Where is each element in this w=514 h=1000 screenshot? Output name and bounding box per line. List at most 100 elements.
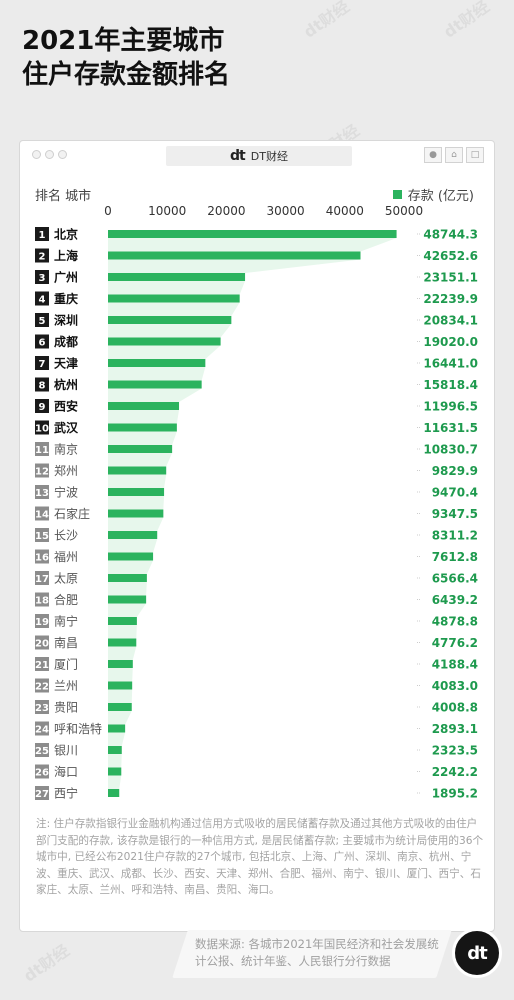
rank-number: 2 <box>39 252 46 263</box>
rank-badge <box>35 313 49 327</box>
value-label: 4878.8 <box>432 615 478 629</box>
city-label: 太原 <box>54 571 78 586</box>
rank-badge <box>35 377 49 392</box>
value-label: 10830.7 <box>423 443 478 457</box>
x-tick-label: 10000 <box>148 204 186 218</box>
rank-badge <box>35 549 49 564</box>
home-icon[interactable]: ⌂ <box>445 147 463 163</box>
bar <box>108 402 180 410</box>
value-label: 22239.9 <box>423 292 478 306</box>
bar <box>108 746 122 754</box>
rank-badge <box>35 635 49 650</box>
rank-number: 9 <box>39 402 46 413</box>
minimize-dot-icon[interactable] <box>45 150 54 159</box>
city-label: 呼和浩特 <box>54 721 102 736</box>
value-label: 6439.2 <box>432 593 478 607</box>
chart-card: dt DT财经 ● ⌂ □ 排名 城市 存款 (亿元) 0 10000 20000 3… <box>19 140 495 932</box>
rank-badge <box>35 764 49 779</box>
rank-badge <box>35 442 49 456</box>
city-label: 贵阳 <box>54 701 78 715</box>
bar <box>108 316 232 324</box>
x-tick-label: 0 <box>104 204 112 218</box>
bar <box>108 595 147 604</box>
value-label: 1895.2 <box>432 787 478 801</box>
rank-badge <box>35 721 49 736</box>
city-label: 合肥 <box>54 592 78 607</box>
bar <box>108 767 122 776</box>
city-label: 南昌 <box>54 635 78 650</box>
city-label: 西安 <box>54 399 78 414</box>
bar <box>108 617 137 625</box>
city-label: 成都 <box>54 334 78 349</box>
bar <box>108 531 158 539</box>
bar <box>108 445 173 453</box>
city-label: 深圳 <box>54 313 78 328</box>
bar <box>108 574 147 582</box>
bar <box>108 488 165 496</box>
window-dots <box>32 150 67 159</box>
value-label: 9829.9 <box>432 464 478 478</box>
value-label: 9347.5 <box>432 507 478 521</box>
bar <box>108 703 132 711</box>
rank-number: 22 <box>35 682 49 693</box>
rank-number: 18 <box>35 596 49 607</box>
value-label: 15818.4 <box>423 378 478 392</box>
x-tick-label: 30000 <box>267 204 305 218</box>
city-label: 石家庄 <box>54 506 90 521</box>
bar <box>108 724 126 733</box>
chart-note: 注: 住户存款指银行业金融机构通过信用方式吸收的居民储蓄存款及通过其他方式吸收的… <box>36 818 484 896</box>
bar <box>108 509 164 518</box>
rank-number: 15 <box>35 531 49 542</box>
value-label: 20834.1 <box>423 314 478 328</box>
window-bar: dt DT财经 ● ⌂ □ <box>20 141 494 169</box>
maximize-dot-icon[interactable] <box>58 150 67 159</box>
value-label: 48744.3 <box>423 228 478 242</box>
title-line-1: 2021年主要城市 <box>22 26 225 56</box>
value-label: 9470.4 <box>432 486 478 500</box>
rank-number: 14 <box>35 510 49 521</box>
bar <box>108 660 133 668</box>
rank-number: 7 <box>39 359 46 370</box>
rank-number: 27 <box>35 789 49 800</box>
rank-number: 19 <box>35 617 49 628</box>
value-label: 23151.1 <box>423 271 478 285</box>
rank-number: 4 <box>39 295 46 306</box>
rank-badge <box>35 528 49 542</box>
rank-badge <box>35 571 49 585</box>
value-label: 16441.0 <box>423 357 478 371</box>
value-label: 4083.0 <box>432 679 478 693</box>
city-label: 海口 <box>54 764 78 779</box>
watermark: dt财经 <box>440 0 493 42</box>
rank-badge <box>35 399 49 413</box>
x-tick-label: 50000 <box>385 204 423 218</box>
bar <box>108 294 240 303</box>
rank-number: 6 <box>39 338 46 349</box>
rank-badge <box>35 420 49 435</box>
rank-number: 26 <box>35 768 49 779</box>
bar-chart: 0 10000 20000 30000 40000 50000 1 北京 48744.3 2 上海 4… <box>35 204 478 801</box>
value-label: 6566.4 <box>432 572 478 586</box>
rank-number: 25 <box>35 746 49 757</box>
value-label: 2323.5 <box>432 744 478 758</box>
rank-number: 3 <box>39 273 46 284</box>
city-label: 厦门 <box>54 657 78 672</box>
rank-badge <box>35 356 49 370</box>
chart-header: 排名 城市 <box>35 189 92 204</box>
value-label: 2893.1 <box>432 722 478 736</box>
city-label: 宁波 <box>54 485 78 500</box>
value-label: 4008.8 <box>432 701 478 715</box>
city-label: 兰州 <box>54 679 78 693</box>
rank-number: 8 <box>39 381 46 392</box>
city-label: 南宁 <box>54 614 78 629</box>
rank-badge <box>35 743 49 757</box>
city-label: 武汉 <box>54 420 79 435</box>
rank-badge <box>35 700 49 714</box>
city-label: 重庆 <box>54 291 78 306</box>
circle-icon[interactable]: ● <box>424 147 442 163</box>
square-icon[interactable]: □ <box>466 147 484 163</box>
close-dot-icon[interactable] <box>32 150 41 159</box>
dt-logo-badge[interactable]: dt <box>452 928 502 978</box>
rank-number: 5 <box>39 316 46 327</box>
watermark: dt财经 <box>20 940 73 986</box>
bar <box>108 251 361 260</box>
